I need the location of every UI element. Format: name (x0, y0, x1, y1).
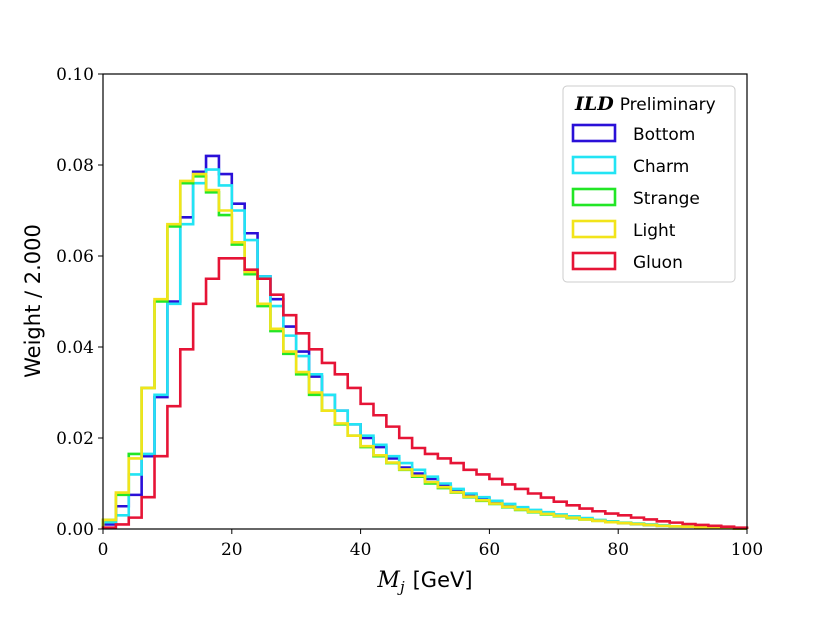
y-tick-label: 0.02 (56, 429, 94, 449)
legend-swatch-light (571, 219, 617, 239)
legend-box (562, 85, 736, 283)
y-tick-label: 0.00 (56, 520, 94, 540)
y-axis: 0.00 0.02 0.04 0.06 0.08 0.10 (56, 65, 103, 540)
x-axis: 0 20 40 60 80 100 (98, 529, 763, 560)
x-tick-label: 40 (350, 540, 372, 560)
y-tick-label: 0.10 (56, 65, 94, 85)
x-axis-label-sub: j (397, 578, 405, 596)
plot-frame (102, 73, 748, 530)
legend-label-gluon: Gluon (633, 253, 683, 273)
y-axis-label: Weight / 2.000 (21, 224, 45, 378)
legend-title-ild: ILD (574, 93, 614, 115)
x-tick-label: 60 (479, 540, 501, 560)
legend-label-charm: Charm (633, 157, 689, 177)
x-axis-label-var: M (376, 568, 400, 593)
legend: ILD Preliminary Bottom Charm Strange Light Gl… (562, 85, 736, 283)
x-tick-label: 80 (607, 540, 629, 560)
x-axis-label: Mj [GeV] (376, 568, 472, 596)
legend-entries: Bottom Charm Strange Light Gluon (571, 123, 700, 273)
legend-title-preliminary: Preliminary (620, 95, 716, 115)
legend-swatch-bottom (571, 123, 617, 143)
legend-label-strange: Strange (633, 189, 700, 209)
y-tick-label: 0.08 (56, 156, 94, 176)
legend-label-light: Light (633, 221, 676, 241)
x-tick-label: 100 (731, 540, 763, 560)
series-gluon (101, 256, 749, 529)
legend-title: ILD Preliminary (574, 93, 716, 115)
y-tick-label: 0.04 (56, 338, 94, 358)
legend-swatch-strange (571, 187, 617, 207)
legend-label-bottom: Bottom (633, 125, 695, 145)
legend-swatch-gluon (571, 251, 617, 271)
series-light (101, 172, 749, 530)
x-tick-label: 0 (98, 540, 109, 560)
x-axis-label-unit: [GeV] (413, 568, 473, 592)
legend-swatch-charm (571, 155, 617, 175)
y-tick-label: 0.06 (56, 247, 94, 267)
x-tick-label: 20 (221, 540, 243, 560)
series-layer (101, 154, 749, 530)
